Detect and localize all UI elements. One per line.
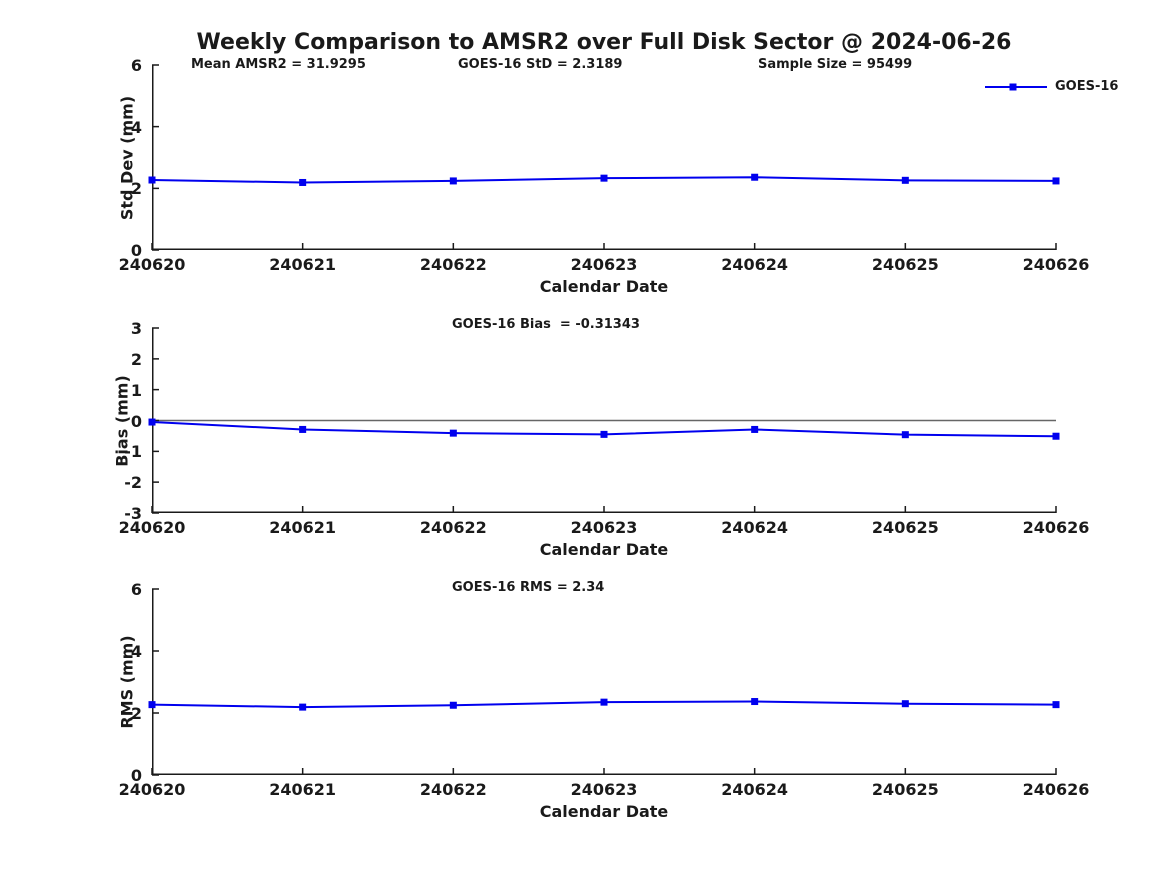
data-point-marker	[751, 698, 759, 706]
y-tick-label: 6	[130, 580, 142, 599]
annotation-mean-amsr2: Mean AMSR2 = 31.9295	[191, 57, 366, 72]
legend: GOES-16	[985, 79, 1118, 94]
y-tick-label: 0	[130, 766, 142, 785]
y-tick-label: 3	[130, 319, 142, 338]
annotation-goes16-rms: GOES-16 RMS = 2.34	[452, 580, 605, 595]
data-point-marker	[1052, 701, 1060, 709]
y-tick-label: 4	[130, 642, 142, 661]
x-tick-label: 240623	[570, 518, 638, 537]
data-point-marker	[299, 703, 307, 711]
y-tick-label: 2	[130, 704, 142, 723]
y-tick-label: 2	[130, 349, 142, 369]
x-tick-label: 240621	[269, 780, 337, 799]
data-point-marker	[600, 698, 608, 706]
figure-title: Weekly Comparison to AMSR2 over Full Dis…	[196, 30, 1012, 55]
x-axis-label-plot1: Calendar Date	[539, 277, 669, 296]
x-tick-label: 240623	[570, 255, 638, 274]
data-point-marker	[901, 431, 909, 439]
x-axis-label-plot3: Calendar Date	[539, 802, 669, 821]
legend-line-marker-icon	[985, 83, 1047, 90]
y-tick-label: 0	[130, 411, 142, 431]
tick-marks	[151, 64, 1057, 251]
data-point-marker	[148, 176, 156, 184]
data-point-marker	[148, 418, 156, 426]
y-tick-label: 4	[130, 117, 142, 137]
data-point-marker	[751, 173, 759, 181]
x-tick-label: 240625	[871, 518, 939, 537]
plot-bias	[148, 327, 1060, 514]
tick-marks	[151, 588, 1057, 776]
x-tick-label: 240623	[570, 780, 638, 799]
x-axis-label-plot2: Calendar Date	[539, 540, 669, 559]
data-point-marker	[901, 700, 909, 708]
x-tick-label: 240620	[118, 518, 186, 537]
y-tick-label: 1	[130, 380, 142, 400]
y-tick-label: -1	[124, 442, 142, 462]
axis-lines	[152, 65, 1056, 250]
x-tick-label: 240621	[269, 255, 337, 274]
x-tick-label: 240626	[1022, 780, 1090, 799]
axis-lines	[152, 589, 1056, 775]
x-tick-label: 240626	[1022, 255, 1090, 274]
y-tick-label: 0	[130, 241, 142, 260]
y-axis-label-stddev: Std Dev (mm)	[117, 95, 137, 221]
x-tick-label: 240620	[118, 780, 186, 799]
legend-label: GOES-16	[1055, 79, 1119, 94]
y-tick-label: 6	[130, 56, 142, 75]
data-point-marker	[299, 178, 307, 186]
data-point-marker	[449, 701, 457, 709]
x-tick-label: 240626	[1022, 518, 1090, 537]
x-tick-label: 240625	[871, 780, 939, 799]
data-point-marker	[449, 429, 457, 437]
x-tick-label: 240625	[871, 255, 939, 274]
data-point-marker	[901, 176, 909, 184]
x-tick-label: 240622	[419, 518, 487, 537]
x-tick-label: 240622	[419, 255, 487, 274]
x-tick-label: 240622	[419, 780, 487, 799]
y-tick-label: 2	[130, 179, 142, 199]
data-point-marker	[1052, 177, 1060, 185]
data-point-marker	[1052, 432, 1060, 440]
y-tick-label: -3	[124, 504, 142, 523]
x-tick-label: 240624	[721, 518, 789, 537]
annotation-goes16-std: GOES-16 StD = 2.3189	[458, 57, 623, 72]
data-point-marker	[600, 430, 608, 438]
plot-rms	[148, 588, 1060, 776]
plot-stddev	[148, 64, 1060, 251]
y-tick-label: -2	[124, 473, 142, 493]
data-point-marker	[148, 701, 156, 709]
annotation-goes16-bias: GOES-16 Bias = -0.31343	[452, 317, 640, 332]
x-tick-label: 240624	[721, 780, 789, 799]
data-point-marker	[600, 174, 608, 182]
data-point-marker	[299, 425, 307, 433]
annotation-sample-size: Sample Size = 95499	[758, 57, 913, 72]
data-point-marker	[449, 177, 457, 185]
x-tick-label: 240621	[269, 518, 337, 537]
data-point-marker	[751, 425, 759, 433]
x-tick-label: 240620	[118, 255, 186, 274]
x-tick-label: 240624	[721, 255, 789, 274]
